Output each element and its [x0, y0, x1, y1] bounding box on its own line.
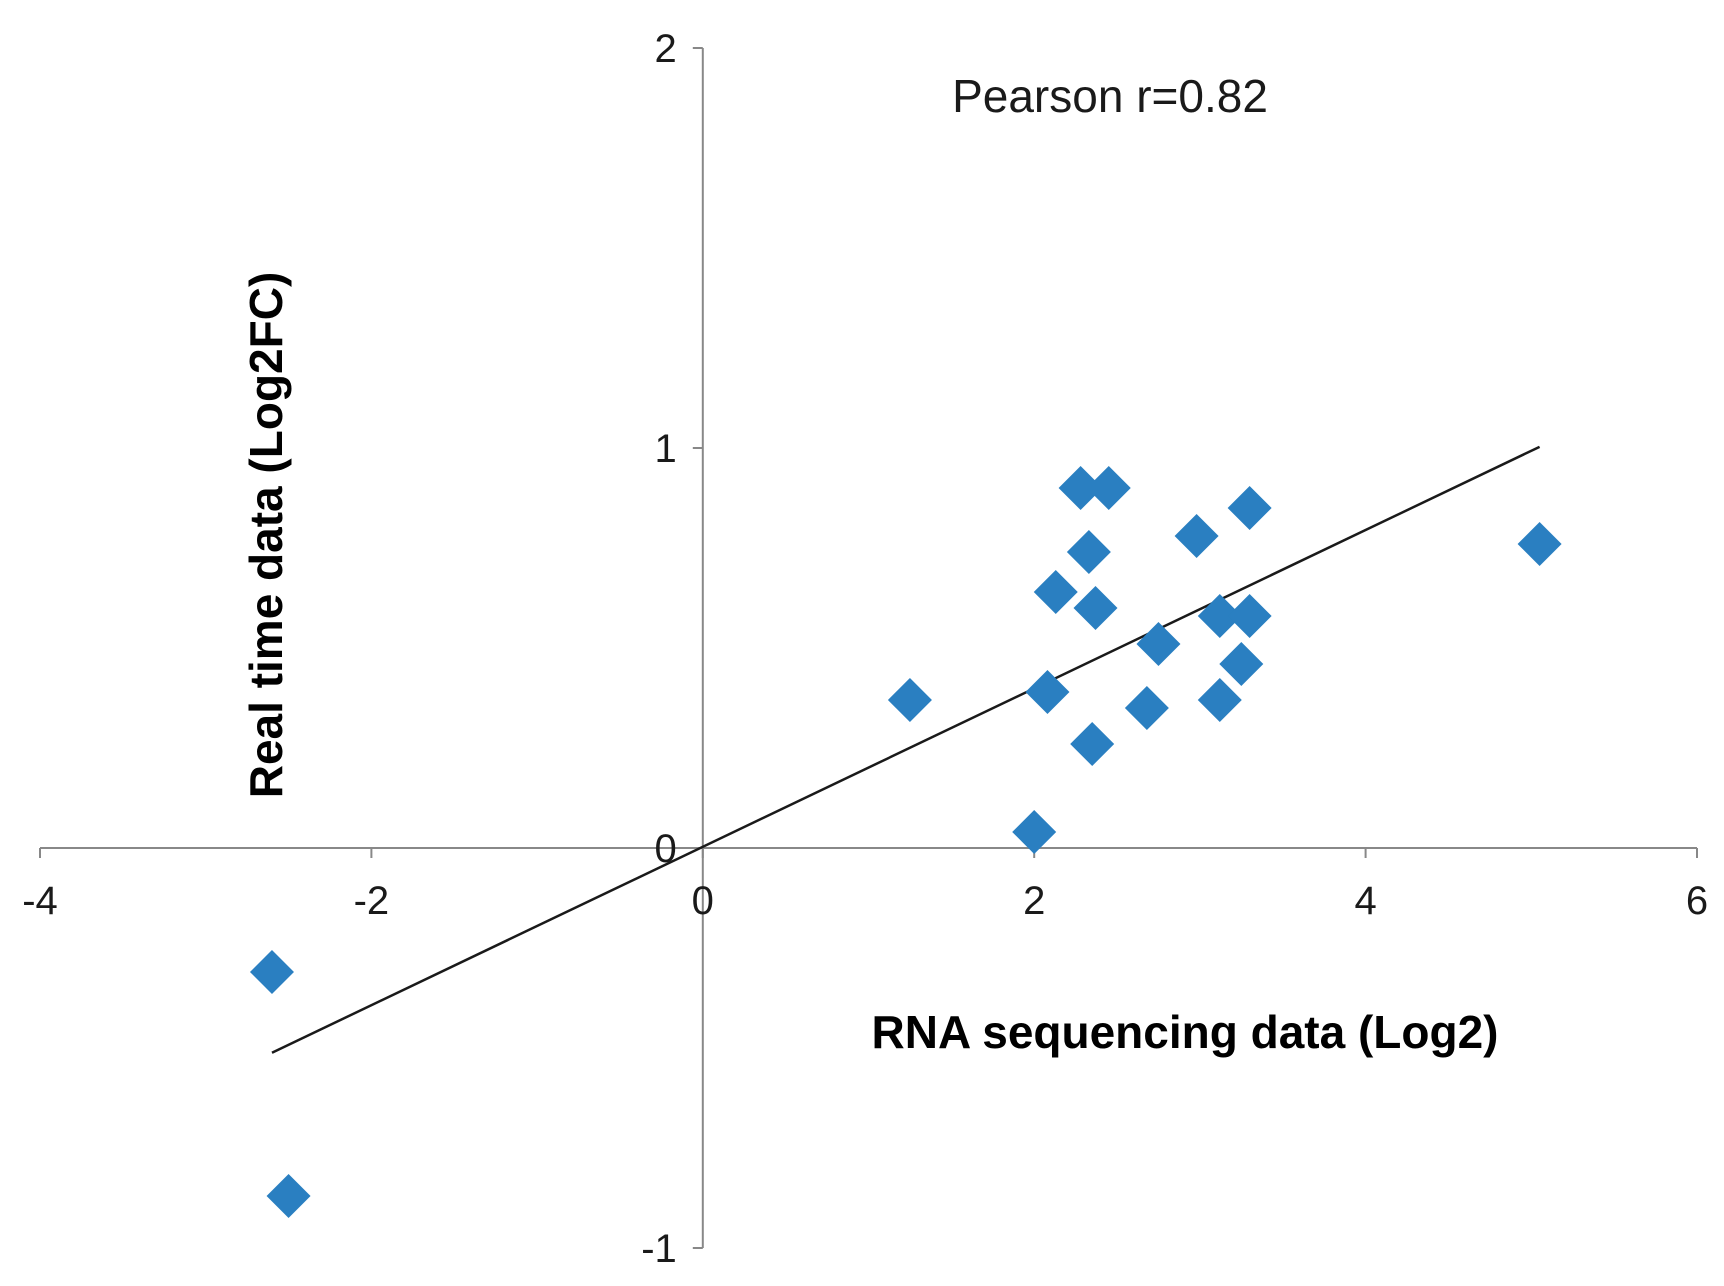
data-point — [1197, 594, 1242, 638]
y-tick-label: 0 — [655, 827, 677, 871]
data-point — [1058, 466, 1103, 510]
data-point — [1174, 514, 1219, 558]
data-point — [1227, 594, 1272, 638]
data-point — [1073, 586, 1118, 630]
data-point — [1066, 530, 1111, 574]
data-point — [1012, 810, 1057, 854]
data-point — [1086, 466, 1131, 510]
y-tick-label: 2 — [655, 27, 677, 71]
y-axis-title: Real time data (Log2FC) — [240, 272, 292, 799]
data-point — [887, 678, 932, 722]
data-point — [1033, 570, 1078, 614]
data-point — [249, 950, 294, 994]
data-points — [249, 466, 1562, 1218]
trendline — [271, 445, 1541, 1054]
x-axis-title: RNA sequencing data (Log2) — [872, 1006, 1499, 1058]
x-tick-label: -2 — [354, 879, 390, 923]
data-point — [1070, 722, 1115, 766]
data-point — [1219, 642, 1264, 686]
data-point — [1197, 678, 1242, 722]
data-point — [1136, 622, 1181, 666]
data-point — [266, 1174, 311, 1218]
x-tick-label: 2 — [1023, 879, 1045, 923]
x-tick-label: -4 — [22, 879, 58, 923]
data-point — [1025, 670, 1070, 714]
data-point — [1517, 522, 1562, 566]
data-point — [1124, 686, 1169, 730]
x-tick-label: 6 — [1686, 879, 1708, 923]
y-tick-label: -1 — [641, 1227, 677, 1271]
trendline-group — [271, 445, 1541, 1054]
data-point — [1227, 486, 1272, 530]
y-tick-label: 1 — [655, 427, 677, 471]
x-tick-label: 4 — [1354, 879, 1376, 923]
pearson-annotation: Pearson r=0.82 — [952, 70, 1268, 122]
x-tick-label: 0 — [692, 879, 714, 923]
axis-ticks: -4 -2 0 2 4 6 -1 0 1 2 — [22, 27, 1708, 1271]
axes — [40, 48, 1697, 1248]
